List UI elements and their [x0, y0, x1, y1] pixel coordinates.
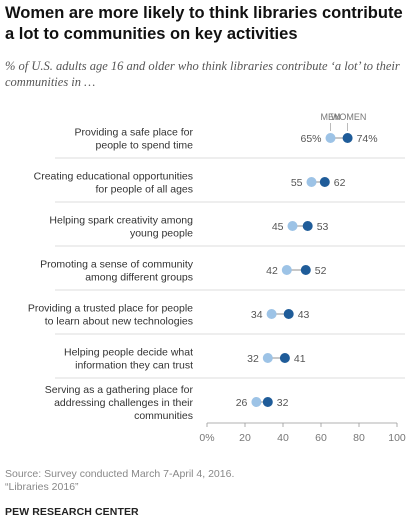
value-label-men: 34 [251, 309, 263, 321]
category-label: to learn about new technologies [45, 316, 193, 328]
category-label: Serving as a gathering place for [45, 384, 194, 396]
dot-women [262, 397, 273, 407]
category-label: young people [130, 228, 193, 240]
dot-men [325, 133, 336, 143]
value-label-men: 65% [300, 133, 321, 145]
category-label: Providing a safe place for [75, 127, 194, 139]
legend-women: WOMEN [331, 112, 367, 122]
chart-subtitle: % of U.S. adults age 16 and older who th… [5, 59, 400, 89]
category-label: Promoting a sense of community [40, 259, 194, 271]
category-label: communities [134, 410, 193, 422]
value-label-women: 53 [317, 221, 329, 233]
category-label: Helping spark creativity among [49, 215, 193, 227]
source-text: Source: Survey conducted March 7-April 4… [5, 468, 235, 480]
dot-men [251, 397, 262, 407]
category-label: Providing a trusted place for people [28, 303, 193, 315]
dot-men [287, 221, 298, 231]
x-tick-label: 20 [239, 432, 251, 444]
category-label: Creating educational opportunities [34, 171, 193, 183]
value-label-men: 42 [266, 265, 278, 277]
category-label: Helping people decide what [64, 347, 193, 359]
value-label-men: 26 [236, 397, 248, 409]
chart-title: Women are more likely to think libraries… [5, 4, 403, 43]
dot-women [283, 309, 294, 319]
dot-women [319, 177, 330, 187]
value-label-women: 43 [298, 309, 310, 321]
x-tick-label: 40 [277, 432, 289, 444]
value-label-men: 32 [247, 353, 259, 365]
value-label-women: 32 [277, 397, 289, 409]
category-label: addressing challenges in their [54, 397, 193, 409]
dot-men [266, 309, 277, 319]
x-tick-label: 60 [315, 432, 327, 444]
dot-women [342, 133, 353, 143]
brand-logo-text: PEW RESEARCH CENTER [5, 506, 139, 518]
report-name: “Libraries 2016” [5, 481, 79, 493]
value-label-men: 45 [272, 221, 284, 233]
value-label-women: 52 [315, 265, 327, 277]
legend-men: MEN [321, 112, 341, 122]
x-tick-label: 80 [353, 432, 365, 444]
category-label: for people of all ages [96, 184, 193, 196]
dot-women [279, 353, 290, 363]
value-label-men: 55 [291, 177, 303, 189]
dot-men [306, 177, 317, 187]
dot-men [262, 353, 273, 363]
source-note: Source: Survey conducted March 7-April 4… [5, 468, 234, 494]
dot-women [300, 265, 311, 275]
category-label: information they can trust [75, 360, 193, 372]
dot-men [281, 265, 292, 275]
category-label: among different groups [85, 272, 193, 284]
value-label-women: 41 [294, 353, 306, 365]
x-tick-label: 100 [388, 432, 406, 444]
x-tick-label: 0% [199, 432, 214, 444]
category-label: people to spend time [96, 140, 194, 152]
dot-women [302, 221, 313, 231]
value-label-women: 74% [357, 133, 378, 145]
value-label-women: 62 [334, 177, 346, 189]
